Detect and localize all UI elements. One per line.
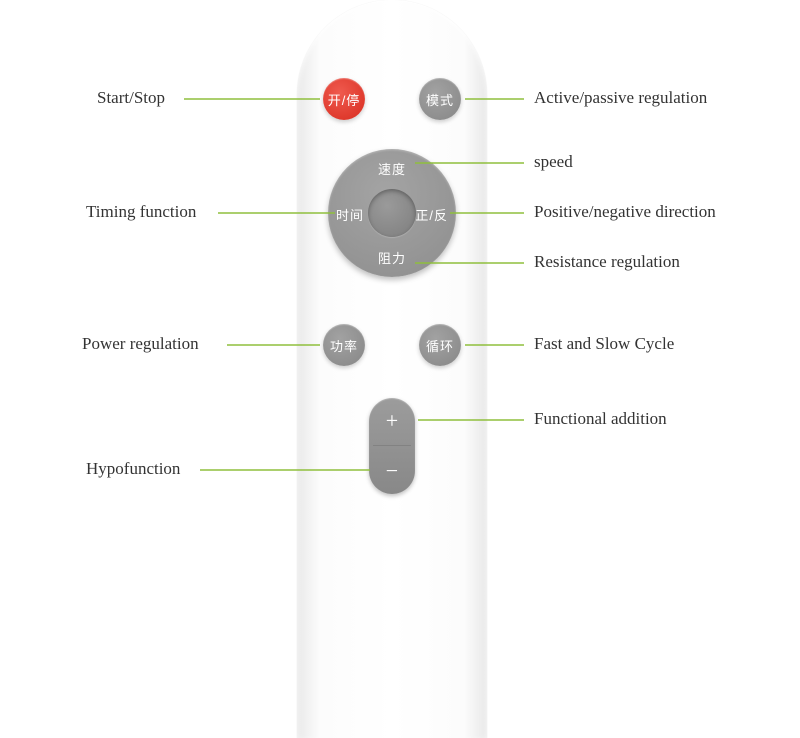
plus-minus-rocker: + − xyxy=(369,398,415,494)
label-direction: Positive/negative direction xyxy=(534,202,716,222)
dpad-bottom-label[interactable]: 阻力 xyxy=(328,248,456,267)
dpad-left-label[interactable]: 时间 xyxy=(336,205,364,224)
power-label-cn: 功率 xyxy=(330,336,358,355)
start-stop-button[interactable]: 开/停 xyxy=(323,78,365,120)
cycle-label-cn: 循环 xyxy=(426,336,454,355)
label-power: Power regulation xyxy=(82,334,199,354)
label-plus: Functional addition xyxy=(534,409,667,429)
dpad-center-button[interactable] xyxy=(368,189,416,237)
dpad-top-label[interactable]: 速度 xyxy=(328,159,456,178)
label-mode: Active/passive regulation xyxy=(534,88,707,108)
minus-button[interactable]: − xyxy=(369,460,415,482)
label-cycle: Fast and Slow Cycle xyxy=(534,334,674,354)
start-stop-label-cn: 开/停 xyxy=(328,90,361,109)
pill-divider xyxy=(373,445,411,446)
dpad-right-label[interactable]: 正/反 xyxy=(415,205,448,224)
plus-button[interactable]: + xyxy=(369,410,415,432)
remote-body: 开/停 模式 速度 时间 正/反 阻力 功率 循环 + − xyxy=(297,0,487,738)
mode-label-cn: 模式 xyxy=(426,90,454,109)
dpad: 速度 时间 正/反 阻力 xyxy=(328,149,456,277)
mode-button[interactable]: 模式 xyxy=(419,78,461,120)
label-start-stop: Start/Stop xyxy=(97,88,165,108)
power-button[interactable]: 功率 xyxy=(323,324,365,366)
label-speed: speed xyxy=(534,152,573,172)
label-resistance: Resistance regulation xyxy=(534,252,680,272)
label-timing: Timing function xyxy=(86,202,196,222)
label-hypo: Hypofunction xyxy=(86,459,180,479)
cycle-button[interactable]: 循环 xyxy=(419,324,461,366)
